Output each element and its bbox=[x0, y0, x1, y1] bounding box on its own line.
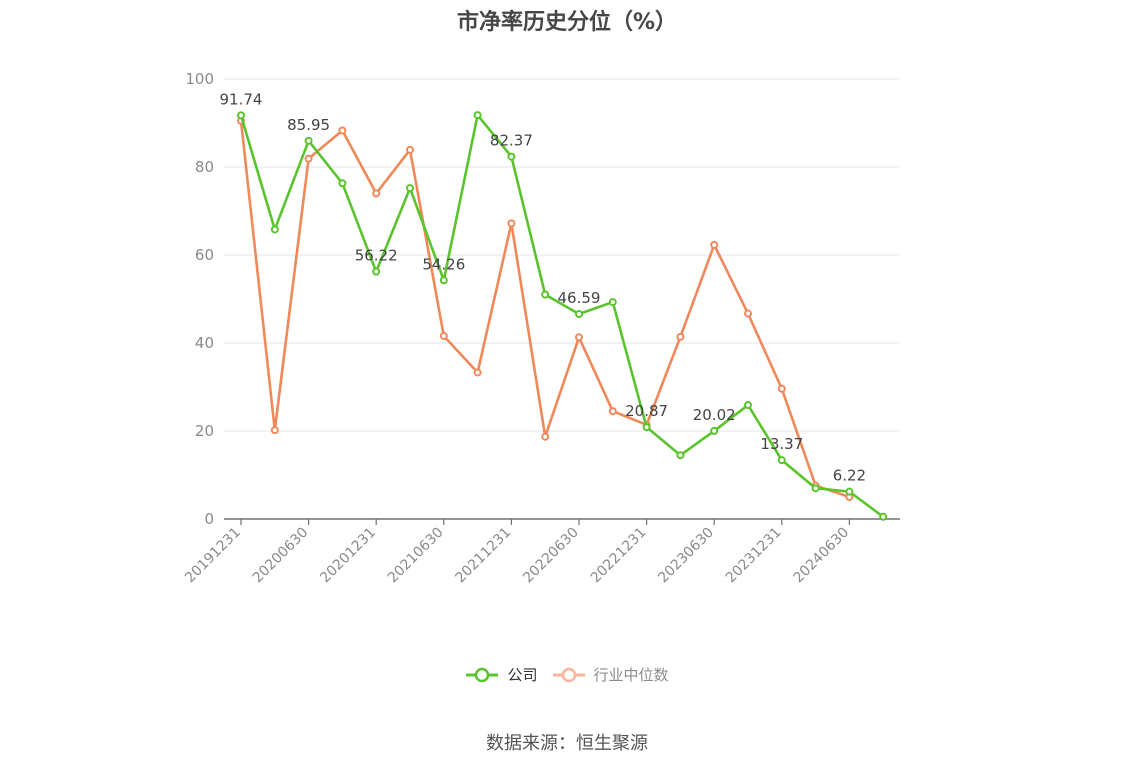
legend-item-industry-median[interactable]: 行业中位数 bbox=[552, 664, 669, 685]
data-point-company bbox=[811, 484, 820, 493]
data-point-industry-median bbox=[710, 240, 719, 249]
data-point-industry-median bbox=[744, 309, 752, 318]
x-tick-label: 20200630 bbox=[250, 525, 312, 587]
data-point-company bbox=[237, 111, 245, 120]
data-label: 20.87 bbox=[625, 402, 668, 420]
data-source: 数据来源：恒生聚源 bbox=[486, 733, 648, 754]
data-label: 82.37 bbox=[490, 132, 533, 150]
data-point-company bbox=[372, 267, 381, 276]
data-point-industry-median bbox=[372, 189, 381, 198]
chart-title: 市净率历史分位（%） bbox=[456, 10, 678, 35]
data-point-company bbox=[608, 298, 617, 307]
x-tick-label: 20230630 bbox=[655, 525, 717, 587]
data-label: 13.37 bbox=[760, 435, 803, 453]
data-label: 91.74 bbox=[220, 90, 263, 108]
data-point-company bbox=[744, 401, 752, 410]
data-point-company bbox=[439, 276, 448, 285]
data-label: 6.22 bbox=[833, 467, 866, 485]
data-point-industry-median bbox=[270, 426, 279, 435]
data-point-industry-median bbox=[304, 154, 313, 163]
data-point-industry-median bbox=[608, 407, 617, 416]
x-tick-label: 20201231 bbox=[317, 525, 379, 587]
y-tick-label: 80 bbox=[195, 158, 214, 176]
data-point-company bbox=[710, 426, 719, 435]
data-label: 20.02 bbox=[693, 406, 736, 424]
data-label: 54.26 bbox=[422, 255, 465, 273]
data-point-company bbox=[575, 310, 583, 319]
data-label: 46.59 bbox=[558, 289, 601, 307]
series-line-company bbox=[239, 113, 884, 518]
legend-label-industry-median: 行业中位数 bbox=[593, 666, 669, 684]
x-tick-label: 20221231 bbox=[588, 525, 650, 587]
data-point-company bbox=[338, 179, 347, 188]
circle-line-icon bbox=[466, 667, 499, 682]
data-point-industry-median bbox=[541, 432, 550, 441]
x-tick-label: 20191231 bbox=[182, 525, 244, 587]
data-point-company bbox=[473, 111, 482, 120]
y-tick-label: 100 bbox=[185, 70, 214, 88]
y-tick-label: 20 bbox=[195, 422, 214, 440]
circle-line-icon bbox=[552, 667, 585, 682]
data-point-company bbox=[879, 512, 888, 521]
data-point-industry-median bbox=[338, 126, 347, 135]
data-point-company bbox=[304, 136, 313, 145]
data-point-company bbox=[270, 225, 279, 234]
x-tick-label: 20211231 bbox=[453, 525, 515, 587]
legend: 公司 行业中位数 bbox=[0, 664, 1134, 685]
x-tick-label: 20240630 bbox=[791, 525, 853, 587]
data-point-industry-median bbox=[406, 145, 414, 154]
x-tick-label: 20210630 bbox=[385, 525, 447, 587]
data-point-company bbox=[777, 456, 786, 465]
data-point-industry-median bbox=[507, 219, 516, 228]
data-point-industry-median bbox=[439, 331, 448, 340]
x-tick-label: 20220630 bbox=[520, 525, 582, 587]
data-point-company bbox=[507, 152, 516, 161]
y-tick-label: 40 bbox=[195, 334, 214, 352]
legend-label-company: 公司 bbox=[507, 666, 538, 684]
data-point-company bbox=[541, 290, 550, 299]
data-point-company bbox=[642, 423, 651, 432]
y-tick-label: 60 bbox=[195, 246, 214, 264]
data-point-company bbox=[676, 451, 685, 460]
data-point-company bbox=[845, 487, 854, 496]
data-point-industry-median bbox=[575, 333, 583, 342]
y-tick-label: 0 bbox=[204, 510, 214, 528]
legend-item-company[interactable]: 公司 bbox=[465, 664, 538, 685]
x-tick-label: 20231231 bbox=[723, 525, 785, 587]
data-point-industry-median bbox=[777, 384, 786, 393]
data-label: 56.22 bbox=[355, 247, 398, 265]
data-label: 85.95 bbox=[287, 116, 330, 134]
data-point-industry-median bbox=[473, 368, 482, 377]
data-point-company bbox=[406, 184, 414, 193]
data-point-industry-median bbox=[676, 332, 685, 341]
